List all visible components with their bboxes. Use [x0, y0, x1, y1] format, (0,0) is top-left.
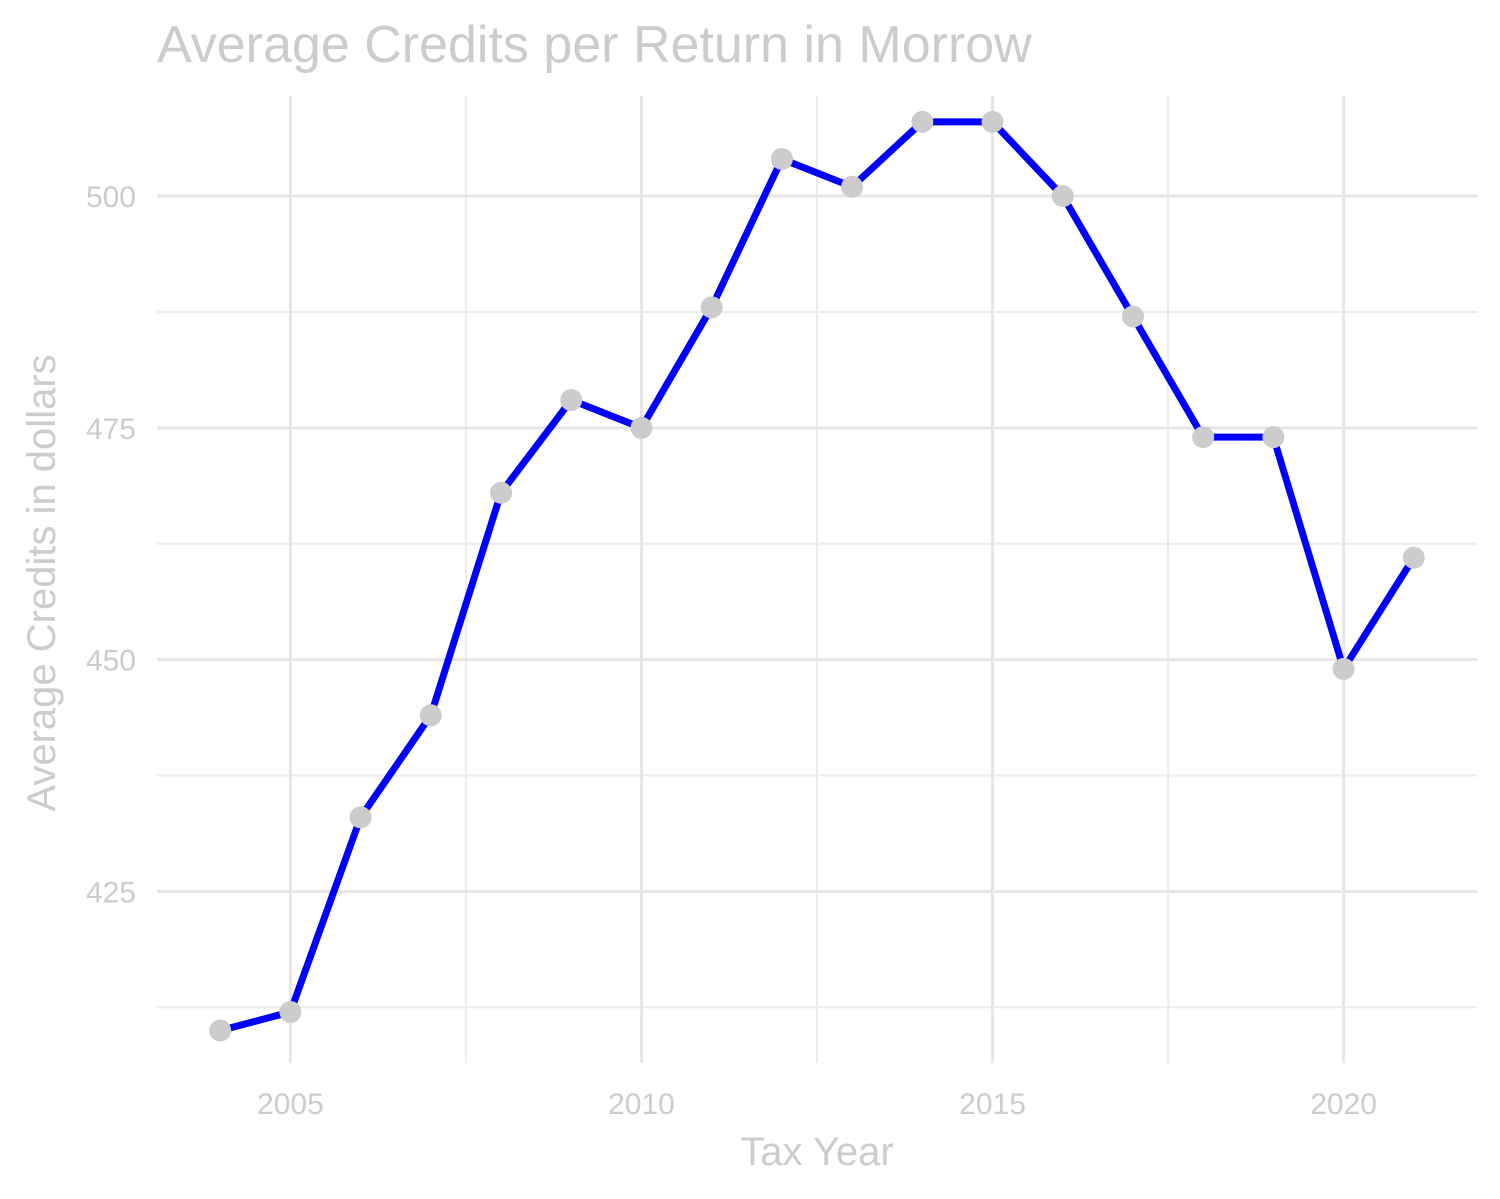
- grid: [157, 96, 1477, 1063]
- y-axis-tick-labels: 425 450 475 500: [86, 181, 136, 909]
- data-point-2010: [630, 416, 653, 439]
- data-point-2017: [1121, 305, 1144, 328]
- data-point-2011: [700, 296, 723, 319]
- y-axis-title: Average Credits in dollars: [20, 354, 64, 811]
- y-tick-label-0: 425: [86, 876, 136, 909]
- x-tick-label-1: 2010: [608, 1088, 675, 1121]
- data-point-2014: [911, 110, 934, 133]
- series-layer: [216, 118, 1418, 1035]
- x-axis-tick-labels: 2005 2010 2015 2020: [257, 1088, 1377, 1121]
- points-layer: [209, 110, 1425, 1042]
- series-line-0: [216, 118, 1418, 1035]
- x-tick-label-0: 2005: [257, 1088, 324, 1121]
- y-tick-label-2: 475: [86, 413, 136, 446]
- data-point-2007: [419, 704, 442, 727]
- data-point-2008: [490, 481, 513, 504]
- data-point-2018: [1192, 426, 1215, 449]
- y-tick-label-1: 450: [86, 645, 136, 678]
- data-point-2015: [981, 110, 1004, 133]
- data-point-2013: [841, 175, 864, 198]
- data-point-2020: [1332, 657, 1355, 680]
- data-point-2016: [1051, 185, 1074, 208]
- chart-title: Average Credits per Return in Morrow: [157, 16, 1032, 74]
- data-point-2004: [209, 1019, 232, 1042]
- x-axis-title: Tax Year: [740, 1130, 893, 1174]
- data-point-2005: [279, 1001, 302, 1024]
- x-tick-label-2: 2015: [959, 1088, 1026, 1121]
- data-point-2009: [560, 389, 583, 412]
- data-point-2019: [1262, 426, 1285, 449]
- y-tick-label-3: 500: [86, 181, 136, 214]
- data-point-2021: [1402, 546, 1425, 569]
- data-point-2006: [349, 806, 372, 829]
- x-tick-label-3: 2020: [1310, 1088, 1377, 1121]
- data-point-2012: [770, 147, 793, 170]
